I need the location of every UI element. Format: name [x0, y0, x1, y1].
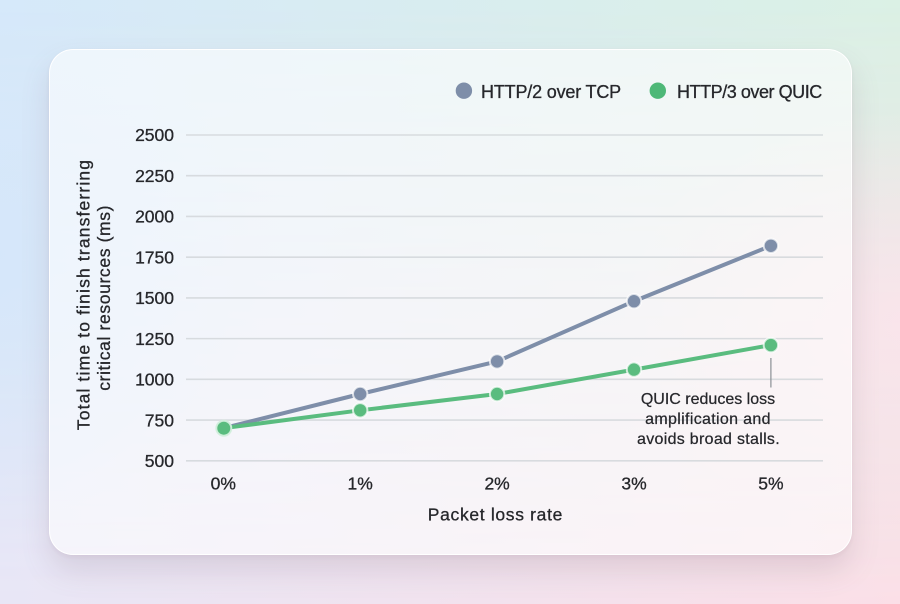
svg-text:2%: 2%: [484, 474, 509, 494]
svg-text:HTTP/2 over TCP: HTTP/2 over TCP: [481, 82, 621, 102]
svg-text:750: 750: [145, 410, 174, 430]
svg-text:0%: 0%: [211, 474, 236, 494]
svg-text:5%: 5%: [758, 474, 783, 494]
svg-text:avoids broad stalls.: avoids broad stalls.: [637, 431, 780, 448]
svg-text:1000: 1000: [135, 370, 174, 390]
svg-text:1250: 1250: [135, 329, 174, 349]
svg-text:Packet loss rate: Packet loss rate: [428, 504, 563, 524]
svg-text:QUIC reduces loss: QUIC reduces loss: [641, 391, 775, 408]
svg-text:Total time to finish transferr: Total time to finish transferring: [74, 159, 94, 430]
svg-text:2500: 2500: [135, 125, 174, 145]
svg-text:3%: 3%: [621, 474, 646, 494]
svg-text:1%: 1%: [348, 474, 373, 494]
svg-text:amplification and: amplification and: [645, 411, 771, 428]
svg-text:2250: 2250: [135, 166, 174, 186]
svg-text:HTTP/3 over QUIC: HTTP/3 over QUIC: [677, 82, 822, 102]
svg-text:critical resources (ms): critical resources (ms): [94, 205, 114, 391]
svg-text:2000: 2000: [135, 207, 174, 227]
svg-text:1750: 1750: [135, 247, 174, 267]
svg-text:1500: 1500: [135, 288, 174, 308]
svg-text:500: 500: [145, 451, 174, 471]
